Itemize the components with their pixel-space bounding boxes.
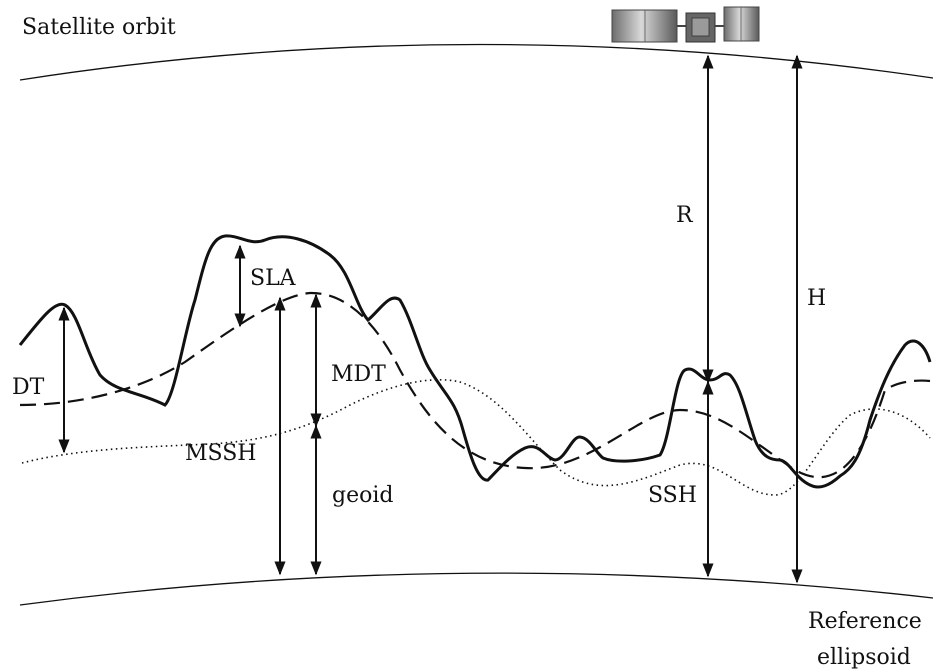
satellite-orbit-label: Satellite orbit [22, 15, 176, 40]
mdt-label: MDT [331, 362, 386, 387]
reference-ellipsoid-label-line1: Reference [808, 609, 922, 634]
reference-ellipsoid-label-line2: ellipsoid [817, 645, 911, 670]
sla-label: SLA [250, 266, 297, 291]
h-label: H [807, 286, 826, 311]
satellite-icon [611, 6, 760, 43]
r-label: R [676, 203, 694, 228]
ssh-curve [18, 234, 932, 489]
geoid-label: geoid [332, 483, 393, 508]
ssh-label: SSH [648, 483, 697, 508]
reference-ellipsoid-line [19, 572, 933, 606]
dt-label: DT [12, 375, 45, 400]
mssh-curve [19, 291, 931, 479]
mssh-label: MSSH [185, 441, 256, 466]
geoid-curve [21, 379, 931, 496]
